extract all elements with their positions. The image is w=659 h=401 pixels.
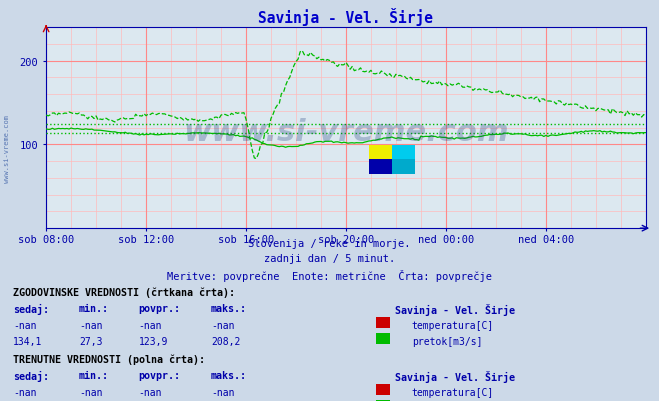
Text: Savinja - Vel. Širje: Savinja - Vel. Širje bbox=[395, 370, 515, 382]
Text: -nan: -nan bbox=[13, 387, 37, 397]
Text: 208,2: 208,2 bbox=[211, 336, 241, 346]
Bar bbox=[369, 146, 392, 160]
Text: -nan: -nan bbox=[211, 387, 235, 397]
Text: povpr.:: povpr.: bbox=[138, 370, 181, 380]
Text: temperatura[C]: temperatura[C] bbox=[412, 387, 494, 397]
Title: Savinja - Vel. Širje: Savinja - Vel. Širje bbox=[258, 8, 434, 26]
Text: -nan: -nan bbox=[211, 320, 235, 330]
Text: -nan: -nan bbox=[13, 320, 37, 330]
Text: -nan: -nan bbox=[79, 387, 103, 397]
Text: sedaj:: sedaj: bbox=[13, 370, 49, 381]
Text: temperatura[C]: temperatura[C] bbox=[412, 320, 494, 330]
Text: sedaj:: sedaj: bbox=[13, 304, 49, 314]
Text: -nan: -nan bbox=[138, 320, 162, 330]
Text: min.:: min.: bbox=[79, 304, 109, 314]
Text: 27,3: 27,3 bbox=[79, 336, 103, 346]
Text: Savinja - Vel. Širje: Savinja - Vel. Širje bbox=[395, 304, 515, 316]
Text: maks.:: maks.: bbox=[211, 370, 247, 380]
Text: www.si-vreme.com: www.si-vreme.com bbox=[3, 114, 10, 182]
Text: -nan: -nan bbox=[79, 320, 103, 330]
Text: maks.:: maks.: bbox=[211, 304, 247, 314]
Bar bbox=[369, 160, 392, 174]
Text: zadnji dan / 5 minut.: zadnji dan / 5 minut. bbox=[264, 254, 395, 264]
Text: www.si-vreme.com: www.si-vreme.com bbox=[183, 118, 509, 147]
Text: pretok[m3/s]: pretok[m3/s] bbox=[412, 336, 482, 346]
Text: ZGODOVINSKE VREDNOSTI (črtkana črta):: ZGODOVINSKE VREDNOSTI (črtkana črta): bbox=[13, 287, 235, 297]
Text: -nan: -nan bbox=[138, 387, 162, 397]
Bar bbox=[392, 146, 415, 160]
Text: min.:: min.: bbox=[79, 370, 109, 380]
Text: Slovenija / reke in morje.: Slovenija / reke in morje. bbox=[248, 239, 411, 249]
Bar bbox=[392, 160, 415, 174]
Text: 123,9: 123,9 bbox=[138, 336, 168, 346]
Text: povpr.:: povpr.: bbox=[138, 304, 181, 314]
Text: 134,1: 134,1 bbox=[13, 336, 43, 346]
Text: TRENUTNE VREDNOSTI (polna črta):: TRENUTNE VREDNOSTI (polna črta): bbox=[13, 353, 205, 364]
Text: Meritve: povprečne  Enote: metrične  Črta: povprečje: Meritve: povprečne Enote: metrične Črta:… bbox=[167, 269, 492, 281]
